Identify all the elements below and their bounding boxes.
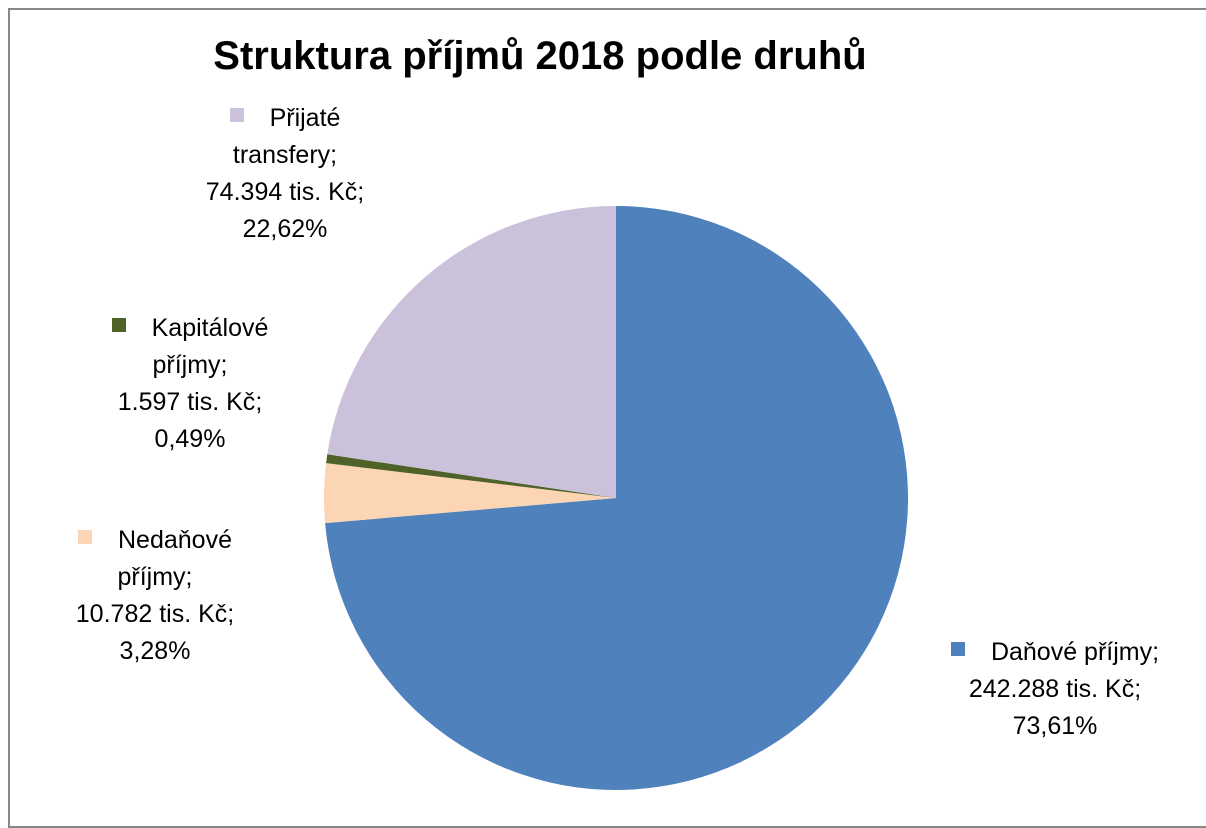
legend-marker (229, 108, 244, 122)
separator: ; (330, 141, 338, 169)
value-label: 242.288 tis. Kč (968, 675, 1135, 703)
label-category-line: Nedaňové příjmy; (78, 526, 232, 591)
data-label: Kapitálové příjmy; 1.597 tis. Kč; 0,49% (80, 310, 300, 458)
legend-marker (78, 530, 92, 544)
chart-title: Struktura příjmů 2018 podle druhů (213, 34, 867, 78)
value-label: 1.597 tis. Kč (117, 388, 256, 416)
separator: ; (255, 388, 263, 416)
data-label: Přijaté transfery; 74.394 tis. Kč; 22,62% (175, 100, 395, 248)
separator: ; (357, 178, 365, 206)
percentage-label: 0,49% (154, 425, 226, 453)
category-label: Kapitálové příjmy (151, 314, 269, 379)
legend-marker (950, 642, 965, 656)
data-label: Daňové příjmy; 242.288 tis. Kč; 73,61% (920, 634, 1190, 745)
pie-slice (325, 206, 909, 790)
label-category-line: Kapitálové příjmy; (111, 314, 269, 379)
percentage-label: 3,28% (119, 637, 191, 665)
value-line: 74.394 tis. Kč; (175, 174, 395, 211)
category-label: Daňové příjmy (990, 638, 1153, 666)
separator: ; (1152, 638, 1160, 666)
label-category-line: Přijaté transfery; (229, 104, 341, 169)
value-label: 10.782 tis. Kč (75, 600, 228, 628)
category-label: Nedaňové příjmy (117, 526, 232, 591)
value-line: 242.288 tis. Kč; (920, 671, 1190, 708)
value-label: 74.394 tis. Kč (205, 178, 358, 206)
pie-slice (327, 205, 616, 498)
category-label: Přijaté transfery (232, 104, 341, 169)
pie-slice (326, 454, 616, 498)
data-label: Nedaňové příjmy; 10.782 tis. Kč; 3,28% (45, 522, 265, 670)
value-line: 1.597 tis. Kč; (80, 384, 300, 421)
separator: ; (227, 600, 235, 628)
legend-marker (111, 318, 126, 332)
percentage-label: 73,61% (1012, 712, 1098, 740)
pie-slice (324, 463, 616, 524)
label-category-line: Daňové příjmy; (950, 638, 1160, 666)
value-line: 10.782 tis. Kč; (45, 596, 265, 633)
percentage-label: 22,62% (242, 215, 328, 243)
separator: ; (185, 563, 193, 591)
separator: ; (1134, 675, 1142, 703)
separator: ; (220, 351, 228, 379)
